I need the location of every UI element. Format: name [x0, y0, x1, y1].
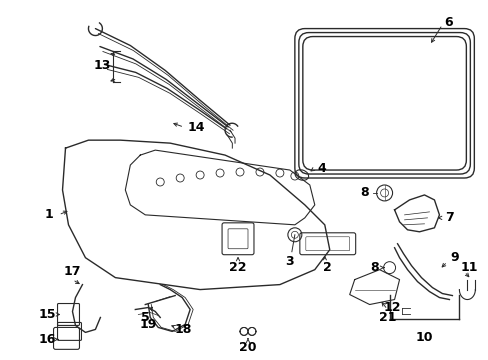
- Text: 22: 22: [229, 261, 246, 274]
- Text: 17: 17: [63, 265, 81, 278]
- Text: 9: 9: [449, 251, 458, 264]
- Text: 2: 2: [323, 261, 331, 274]
- Text: 12: 12: [383, 301, 401, 314]
- Text: 6: 6: [443, 16, 452, 29]
- Text: 4: 4: [317, 162, 325, 175]
- Text: 18: 18: [174, 323, 191, 336]
- Text: 11: 11: [460, 261, 477, 274]
- Text: 21: 21: [378, 311, 396, 324]
- Text: 16: 16: [39, 333, 56, 346]
- Text: 8: 8: [369, 261, 378, 274]
- Text: 1: 1: [44, 208, 53, 221]
- Text: 14: 14: [187, 121, 204, 134]
- Text: 20: 20: [239, 341, 256, 354]
- Text: 5: 5: [141, 311, 149, 324]
- Text: 8: 8: [360, 186, 368, 199]
- Text: 7: 7: [444, 211, 453, 224]
- Text: 19: 19: [139, 318, 157, 331]
- Text: 15: 15: [39, 308, 56, 321]
- Text: 13: 13: [94, 59, 111, 72]
- Text: 3: 3: [285, 255, 294, 268]
- Text: 10: 10: [415, 331, 432, 344]
